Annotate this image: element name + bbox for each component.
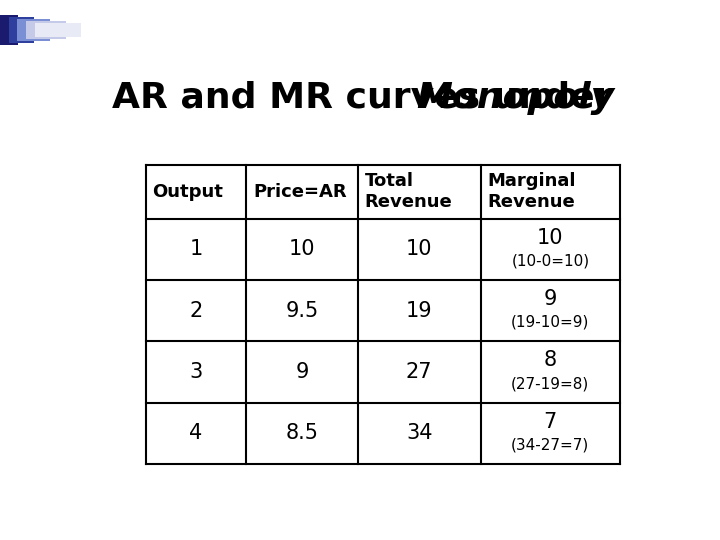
Text: Output: Output <box>153 183 223 201</box>
Text: 9: 9 <box>295 362 309 382</box>
Text: Monopoly: Monopoly <box>416 80 615 114</box>
Text: 2: 2 <box>189 301 202 321</box>
Text: 10: 10 <box>406 239 433 259</box>
Text: 8: 8 <box>544 350 557 370</box>
Text: 1: 1 <box>189 239 202 259</box>
Text: 34: 34 <box>406 423 433 443</box>
Text: 9.5: 9.5 <box>285 301 319 321</box>
Text: 8.5: 8.5 <box>286 423 318 443</box>
Text: 3: 3 <box>189 362 202 382</box>
Text: 19: 19 <box>406 301 433 321</box>
Text: 10: 10 <box>537 228 564 248</box>
Text: (10-0=10): (10-0=10) <box>511 253 590 268</box>
Text: Marginal
Revenue: Marginal Revenue <box>487 172 576 211</box>
Text: Price=AR: Price=AR <box>253 183 346 201</box>
Text: (19-10=9): (19-10=9) <box>511 315 590 330</box>
Text: (27-19=8): (27-19=8) <box>511 376 590 391</box>
Text: 9: 9 <box>544 289 557 309</box>
Text: Total
Revenue: Total Revenue <box>364 172 452 211</box>
Text: 10: 10 <box>289 239 315 259</box>
Text: 7: 7 <box>544 411 557 431</box>
Text: AR and MR curves under: AR and MR curves under <box>112 80 626 114</box>
Text: (34-27=7): (34-27=7) <box>511 437 590 453</box>
Text: 27: 27 <box>406 362 433 382</box>
Text: 4: 4 <box>189 423 202 443</box>
